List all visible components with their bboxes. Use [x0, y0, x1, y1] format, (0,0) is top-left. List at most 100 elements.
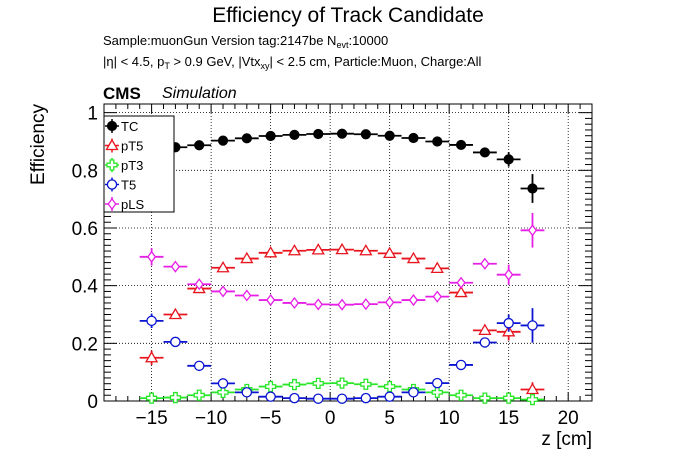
pls-point — [289, 296, 300, 310]
legend-marker-pt3 — [106, 159, 118, 171]
x-tick-label: 5 — [384, 408, 395, 429]
pt5-point — [383, 246, 397, 259]
pt5-point — [311, 243, 325, 255]
pt3-point — [360, 378, 372, 390]
pt3-point — [169, 391, 182, 404]
pls-point — [456, 276, 466, 289]
x-tick-label: 20 — [558, 408, 579, 429]
pls-point — [408, 294, 419, 307]
cuts-eta-pt: |η| < 4.5, p — [103, 54, 165, 69]
t5-point — [312, 393, 324, 404]
pt5-point — [430, 261, 444, 274]
pt-subscript: T — [164, 61, 170, 71]
series-pls — [139, 212, 545, 311]
x-tick-label: −15 — [135, 408, 167, 429]
y-tick-label: 0 — [87, 392, 98, 413]
tc-point — [455, 139, 467, 151]
tc-point — [503, 154, 514, 165]
t5-point — [408, 387, 419, 398]
pls-point — [266, 294, 276, 307]
pt3-point — [217, 386, 229, 398]
legend-marker-pt5 — [105, 138, 119, 151]
y-tick-label: 0.4 — [72, 277, 99, 298]
legend-label-tc: TC — [121, 119, 138, 134]
x-tick-label: 15 — [498, 408, 519, 429]
series-pt5 — [139, 242, 545, 397]
tc-point — [336, 128, 348, 139]
tc-point — [217, 135, 229, 146]
legend-label-pls: pLS — [121, 197, 144, 212]
t5-point — [503, 317, 514, 329]
legend-label-pt5: pT5 — [121, 139, 143, 154]
tc-point — [432, 136, 443, 147]
y-tick-label: 1 — [87, 104, 98, 125]
chart-title: Efficiency of Track Candidate — [212, 4, 484, 27]
tc-point — [384, 130, 395, 141]
tc-point — [265, 130, 276, 142]
nevt-value: :10000 — [348, 33, 389, 48]
pls-point — [146, 250, 157, 263]
legend-marker-pls — [107, 197, 117, 211]
x-tick-label: −10 — [195, 408, 227, 429]
pt3-point — [431, 386, 443, 398]
pt5-point — [287, 243, 302, 256]
legend-marker-tc — [106, 120, 118, 132]
legend-marker-t5 — [106, 179, 118, 190]
y-tick-label: 0.8 — [72, 161, 98, 182]
cms-label: CMS — [103, 84, 141, 103]
tc-point — [479, 147, 490, 158]
t5-point — [170, 336, 181, 348]
pt5-point — [525, 382, 540, 395]
simulation-label: Simulation — [162, 85, 237, 102]
tc-point — [408, 132, 419, 144]
vtx-subscript: xy — [260, 61, 270, 71]
pt5-point — [144, 350, 159, 363]
legend-item-pt3: pT3 — [105, 158, 143, 173]
pt3-point — [264, 380, 277, 393]
y-tick-label: 0.6 — [72, 219, 98, 240]
pls-point — [218, 285, 228, 298]
t5-point — [384, 391, 395, 402]
series-t5 — [139, 308, 545, 404]
legend-item-tc: TC — [105, 119, 138, 134]
pls-point — [194, 278, 204, 291]
x-axis-label: z [cm] — [541, 429, 592, 450]
series-tc — [163, 128, 545, 203]
pt3-point — [503, 392, 515, 404]
pt5-point — [359, 243, 373, 256]
t5-point — [217, 378, 229, 389]
t5-point — [336, 393, 348, 404]
pt3-point — [193, 389, 205, 401]
x-tick-label: 10 — [439, 408, 460, 429]
pls-point — [170, 260, 181, 273]
t5-point — [241, 387, 253, 398]
pt3-point — [312, 377, 324, 390]
pt3-point — [479, 392, 491, 404]
t5-point — [432, 377, 443, 389]
tc-point — [527, 183, 538, 194]
tc-point — [313, 128, 324, 140]
pls-point — [385, 296, 395, 309]
sample-info: Sample:muonGun Version tag:2147be Nevt:1… — [103, 33, 388, 50]
tc-point — [194, 140, 205, 151]
x-tick-label: 0 — [325, 408, 336, 429]
pls-point — [361, 298, 371, 311]
t5-point — [193, 360, 205, 372]
pt5-point — [240, 251, 254, 264]
t5-point — [265, 391, 276, 402]
pt3-point — [455, 389, 467, 401]
y-tick-label: 0.2 — [72, 334, 98, 355]
pls-point — [432, 290, 442, 303]
pt5-point — [335, 242, 349, 255]
t5-point — [146, 315, 157, 327]
legend-item-t5: T5 — [105, 177, 136, 193]
pt3-point — [288, 378, 301, 391]
t5-point — [527, 320, 538, 331]
legend-label-t5: T5 — [121, 178, 136, 193]
selection-cuts: |η| < 4.5, pT > 0.9 GeV, |Vtxxy| < 2.5 c… — [103, 54, 481, 71]
pt5-point — [216, 260, 230, 273]
tc-point — [241, 133, 252, 144]
y-axis-label: Efficiency — [28, 104, 49, 185]
pls-point — [527, 224, 538, 237]
